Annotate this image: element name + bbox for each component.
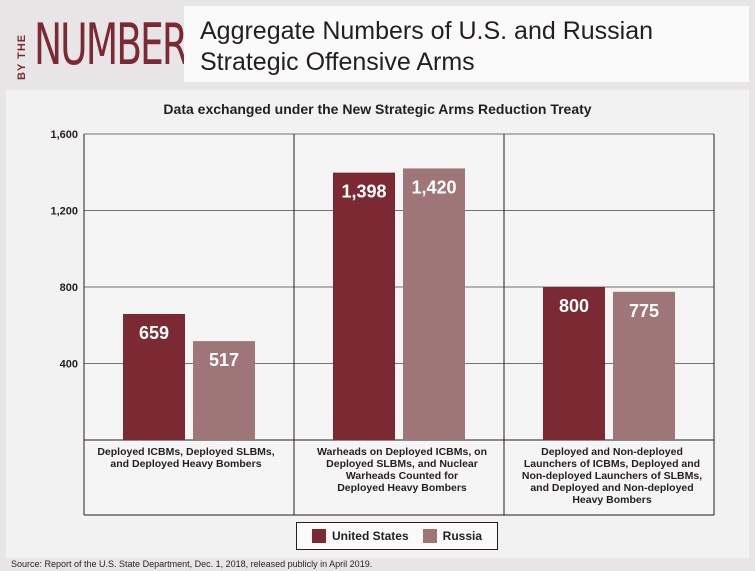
bar [403, 168, 465, 441]
category-label-2: Warheads on Deployed ICBMs, on Deployed S… [317, 446, 487, 494]
legend-label-russia: Russia [442, 529, 483, 543]
bar [333, 172, 395, 440]
y-tick-label: 400 [60, 359, 78, 371]
data-label: 517 [209, 350, 239, 370]
legend-swatch-russia [422, 529, 437, 543]
logo: BY THE NUMBERS [6, 6, 210, 82]
y-tick-label: 800 [60, 282, 78, 294]
bar-chart: 400 800 1,200 1,600 659 517 1,398 1,420 800 775 [50, 129, 715, 516]
data-label: 1,398 [341, 182, 386, 202]
source-note: Source: Report of the U.S. State Departm… [11, 559, 373, 569]
data-label: 775 [629, 301, 659, 321]
data-label: 800 [559, 296, 589, 316]
logo-numbers-text: NUMBERS [34, 12, 210, 78]
bar [543, 287, 605, 440]
bar [123, 313, 185, 440]
header: BY THE NUMBERS Aggregate Numbers of U.S.… [0, 0, 755, 90]
y-tick-label: 1,600 [50, 129, 78, 141]
page-title: Aggregate Numbers of U.S. and Russian St… [200, 17, 654, 76]
legend-item-russia: Russia [422, 529, 483, 543]
chart-area: Data exchanged under the New Strategic A… [6, 90, 749, 558]
title-box: Aggregate Numbers of U.S. and Russian St… [184, 6, 749, 82]
legend-item-us: United States [311, 529, 409, 543]
data-label: 659 [139, 323, 169, 343]
y-tick-label: 1,200 [50, 206, 78, 218]
legend-label-us: United States [331, 529, 409, 543]
legend-swatch-us [311, 529, 326, 543]
category-label-1: Deployed ICBMs, Deployed SLBMs, and Deplo… [97, 446, 275, 470]
bar [613, 291, 675, 440]
bar [193, 341, 255, 440]
chart-title: Data exchanged under the New Strategic A… [163, 101, 592, 117]
plot-background [84, 134, 714, 515]
logo-by-text: BY THE [16, 33, 28, 80]
data-label: 1,420 [411, 177, 456, 197]
category-label-3: Deployed and Non-deployed Launchers of IC… [521, 446, 703, 506]
legend: United States Russia [296, 522, 498, 550]
